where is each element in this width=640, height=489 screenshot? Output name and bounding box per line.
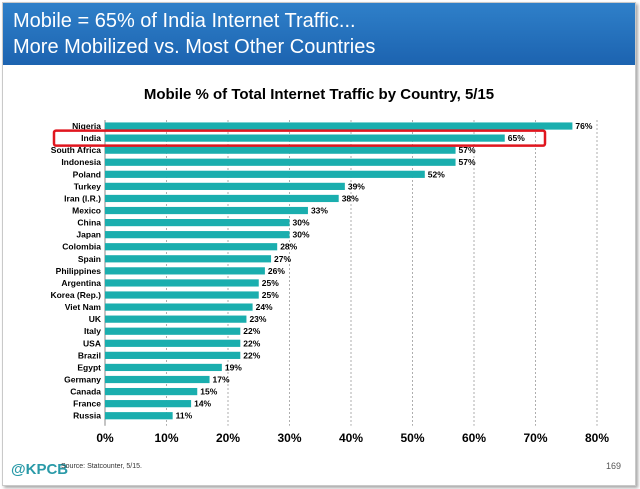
category-label: Turkey — [74, 181, 102, 191]
value-label: 23% — [249, 314, 266, 324]
bar — [105, 363, 222, 372]
bar-chart: 0% 10% 20% 30% 40% 50% 60% 70% 80% Nigeria 76% Indi… — [50, 120, 609, 445]
value-label: 76% — [575, 121, 592, 131]
category-label: France — [73, 399, 101, 409]
x-tick-label: 0% — [96, 431, 114, 445]
page-number: 169 — [605, 461, 621, 471]
value-label: 15% — [200, 387, 217, 397]
value-label: 39% — [348, 181, 365, 191]
x-tick-label: 10% — [154, 431, 178, 445]
bar — [105, 315, 247, 323]
category-label: USA — [83, 338, 101, 348]
bar — [105, 279, 259, 287]
value-label: 52% — [428, 169, 445, 179]
bar — [105, 218, 290, 227]
header-band: Mobile = 65% of India Internet Traffic..… — [3, 3, 635, 65]
x-tick-label: 80% — [585, 431, 609, 445]
chart-title: Mobile % of Total Internet Traffic by Co… — [143, 86, 495, 103]
value-label: 24% — [256, 302, 273, 312]
category-label: Viet Nam — [65, 302, 102, 312]
bar — [105, 134, 505, 142]
value-label: 22% — [243, 350, 260, 360]
x-tick-label: 20% — [216, 431, 240, 445]
value-label: 11% — [176, 411, 193, 421]
bar — [105, 158, 456, 166]
x-tick-label: 70% — [523, 431, 547, 445]
kpcb-logo: @KPCB — [11, 461, 69, 478]
category-label: Colombia — [62, 242, 101, 252]
value-label: 19% — [225, 362, 242, 372]
category-label: Indonesia — [61, 157, 101, 167]
value-label: 30% — [293, 218, 310, 228]
bar — [105, 170, 425, 178]
value-label: 65% — [508, 133, 525, 143]
value-label: 33% — [311, 206, 328, 216]
bar — [105, 243, 278, 251]
category-label: South Africa — [51, 145, 101, 155]
bar — [105, 255, 272, 263]
value-label: 38% — [342, 193, 359, 203]
category-label: Japan — [76, 230, 101, 240]
x-tick-label: 30% — [277, 431, 301, 445]
category-label: Italy — [84, 326, 101, 336]
bar — [105, 400, 192, 408]
category-label: Canada — [70, 387, 101, 397]
value-label: 25% — [262, 290, 279, 300]
bar — [105, 327, 241, 335]
bar — [105, 206, 308, 215]
value-label: 57% — [459, 145, 476, 155]
value-label: 22% — [243, 338, 260, 348]
category-label: Russia — [73, 411, 101, 421]
category-label: Nigeria — [72, 121, 101, 131]
source-note: Source: Statcounter, 5/15. — [61, 463, 142, 470]
value-label: 26% — [268, 266, 285, 276]
category-label: Iran (I.R.) — [64, 193, 101, 203]
category-label: Korea (Rep.) — [50, 290, 101, 300]
category-label: Spain — [78, 254, 101, 264]
bar — [105, 303, 253, 311]
header-title-line-2: More Mobilized vs. Most Other Countries — [13, 36, 376, 58]
value-label: 25% — [262, 278, 279, 288]
category-label: Germany — [64, 375, 101, 385]
x-tick-label: 40% — [339, 431, 363, 445]
value-label: 22% — [243, 326, 260, 336]
bar — [105, 412, 173, 420]
bar — [105, 291, 259, 299]
value-label: 28% — [280, 242, 297, 252]
bar — [105, 182, 345, 190]
bar — [105, 351, 241, 359]
category-label: Brazil — [78, 350, 101, 360]
x-tick-label: 50% — [400, 431, 424, 445]
bar — [105, 231, 290, 239]
bar — [105, 375, 210, 384]
bar — [105, 122, 573, 130]
bar — [105, 146, 456, 154]
bar — [105, 267, 265, 275]
value-label: 14% — [194, 399, 211, 409]
value-label: 57% — [459, 157, 476, 167]
category-label: Egypt — [77, 362, 101, 372]
value-label: 27% — [274, 254, 291, 264]
bar — [105, 387, 198, 396]
highlight-box — [52, 129, 547, 147]
category-label: India — [81, 133, 101, 143]
value-label: 30% — [293, 230, 310, 240]
bar — [105, 339, 241, 347]
category-label: Argentina — [61, 278, 101, 288]
category-label: Mexico — [72, 206, 101, 216]
category-label: Philippines — [56, 266, 102, 276]
value-label: 17% — [213, 375, 230, 385]
x-tick-label: 60% — [462, 431, 486, 445]
bar — [105, 194, 339, 203]
header-title-line-1: Mobile = 65% of India Internet Traffic..… — [13, 10, 356, 32]
category-label: China — [77, 218, 101, 228]
category-label: Poland — [73, 169, 101, 179]
category-label: UK — [89, 314, 102, 324]
